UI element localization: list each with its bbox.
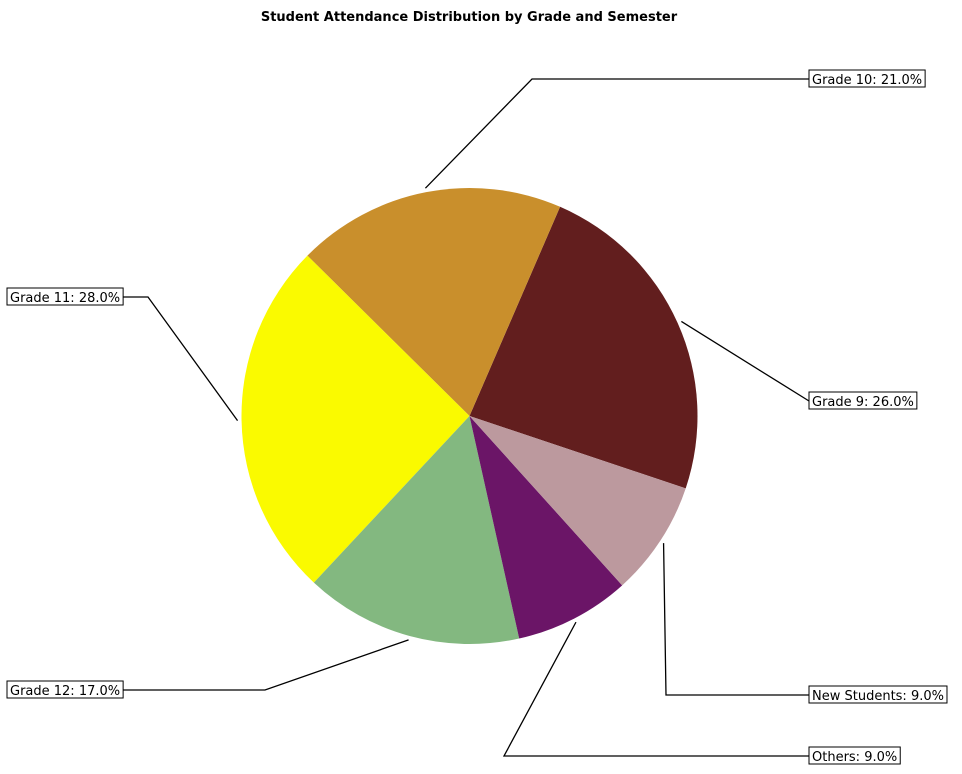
slice-label-box xyxy=(6,287,124,306)
leader-line xyxy=(662,543,809,696)
slice-label-text: Others: 9.0% xyxy=(812,750,897,765)
pie-slice-new-students xyxy=(469,416,686,586)
slice-label: New Students: 9.0% xyxy=(808,685,948,704)
slice-label-box xyxy=(808,391,918,410)
slice-label: Others: 9.0% xyxy=(808,746,901,765)
pie-slice-grade-9 xyxy=(469,206,698,489)
slice-label-text: Grade 12: 17.0% xyxy=(10,684,120,699)
slice-label-box xyxy=(808,746,901,765)
leader-line xyxy=(502,621,809,757)
pie-slice-others xyxy=(469,416,623,639)
slice-label-text: Grade 11: 28.0% xyxy=(10,291,120,306)
slice-label: Grade 12: 17.0% xyxy=(6,680,124,699)
slice-label: Grade 11: 28.0% xyxy=(6,287,124,306)
leader-line xyxy=(123,296,239,421)
slice-label-box xyxy=(808,69,926,88)
slice-label: Grade 10: 21.0% xyxy=(808,69,926,88)
slice-label-text: Grade 10: 21.0% xyxy=(812,73,922,88)
chart-title: Student Attendance Distribution by Grade… xyxy=(261,10,678,25)
pie-slices xyxy=(241,188,698,644)
slice-label-box xyxy=(6,680,124,699)
pie-slice-grade-11 xyxy=(241,255,470,583)
slice-label-text: New Students: 9.0% xyxy=(812,689,944,704)
slice-label-text: Grade 9: 26.0% xyxy=(812,395,914,410)
slice-label: Grade 9: 26.0% xyxy=(808,391,918,410)
slice-label-box xyxy=(808,685,948,704)
pie-slice-grade-10 xyxy=(307,188,561,416)
slice-labels: Grade 9: 26.0% Grade 10: 21.0% Grade 11: 2… xyxy=(6,69,948,765)
leader-line xyxy=(681,320,810,402)
leader-line xyxy=(424,78,809,189)
pie-slice-grade-12 xyxy=(313,416,520,644)
leader-line xyxy=(123,639,409,691)
leader-lines xyxy=(123,78,810,757)
